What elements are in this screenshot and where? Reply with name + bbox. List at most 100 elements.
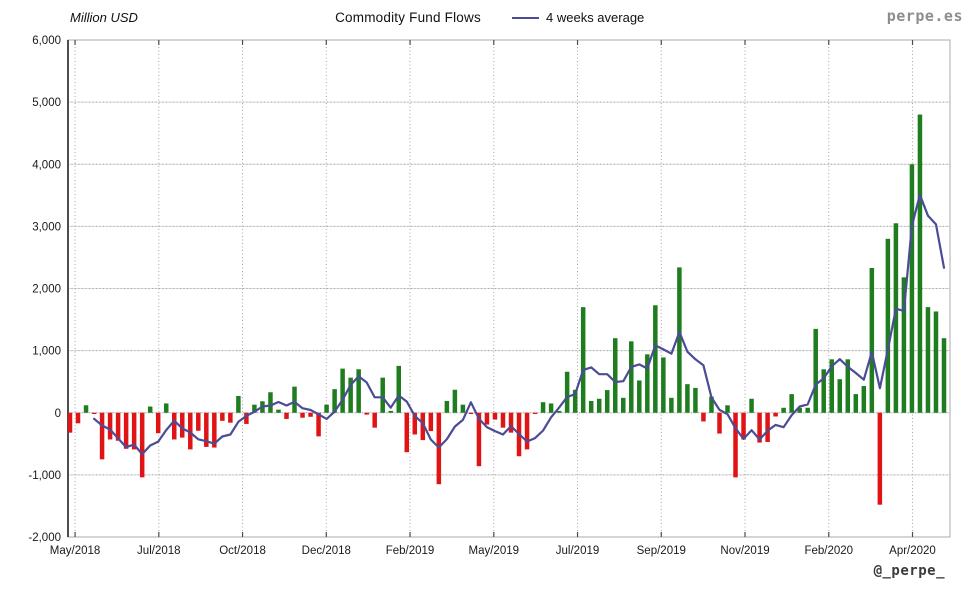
- flow-bar: [909, 164, 915, 413]
- flow-bar: [524, 412, 530, 450]
- flow-bar: [717, 412, 722, 434]
- x-tick-label: May/2018: [50, 545, 101, 557]
- flow-bar: [749, 398, 754, 413]
- flow-bar: [380, 377, 385, 413]
- flow-bar: [196, 412, 201, 431]
- flow-bar: [332, 389, 337, 413]
- y-tick-label: 1,000: [32, 346, 61, 358]
- flow-bar: [139, 412, 145, 478]
- flow-bar: [348, 377, 353, 413]
- flow-bar: [220, 412, 225, 421]
- brand-watermark: perpe.es: [886, 7, 963, 25]
- flow-bar: [316, 412, 321, 437]
- flow-bar: [685, 384, 690, 413]
- flow-bar: [252, 404, 257, 413]
- flow-bar: [147, 406, 153, 413]
- flow-bar: [308, 412, 313, 417]
- flow-bar: [460, 404, 466, 413]
- y-tick-label: -2,000: [28, 532, 61, 544]
- flow-bar: [548, 403, 554, 413]
- flow-bar: [228, 412, 233, 423]
- flow-bar: [396, 365, 401, 413]
- flow-bar: [829, 359, 834, 413]
- flow-bar: [645, 354, 650, 413]
- y-axis-unit-label: Million USD: [70, 10, 138, 25]
- flow-bar: [813, 328, 818, 413]
- flow-bar: [893, 223, 899, 413]
- flow-bar: [268, 392, 273, 413]
- flow-bar: [725, 405, 730, 413]
- flow-bar: [372, 412, 377, 428]
- flow-bar: [564, 371, 570, 413]
- flow-bar: [244, 412, 249, 424]
- flow-bar: [629, 341, 634, 413]
- flow-bar: [468, 412, 474, 414]
- flow-bar: [107, 412, 113, 440]
- flow-bar: [781, 407, 786, 413]
- flow-bar: [613, 338, 618, 413]
- flow-bar: [757, 412, 762, 443]
- flow-bar: [861, 386, 867, 413]
- y-tick-label: 4,000: [32, 159, 61, 171]
- flow-bar: [765, 412, 770, 442]
- flow-bar: [837, 379, 843, 413]
- legend: 4 weeks average: [512, 10, 644, 25]
- flow-bar: [155, 412, 161, 434]
- flow-bar: [917, 114, 923, 413]
- flow-bar: [925, 307, 931, 413]
- x-tick-label: Feb/2019: [386, 545, 435, 557]
- flow-bar: [741, 412, 746, 440]
- flow-bar: [797, 407, 802, 413]
- x-tick-label: Feb/2020: [804, 545, 853, 557]
- flow-bar: [885, 238, 891, 413]
- chart-title: Commodity Fund Flows: [335, 10, 481, 25]
- flow-bar: [412, 412, 418, 435]
- flow-bar: [661, 357, 666, 413]
- flow-bar: [83, 405, 89, 413]
- flow-bar: [588, 400, 594, 413]
- x-tick-label: Nov/2019: [720, 545, 769, 557]
- flow-bar: [67, 412, 73, 433]
- flow-bar: [444, 400, 450, 413]
- flow-bar: [540, 402, 546, 413]
- flow-bar: [604, 390, 610, 413]
- flow-bar: [300, 412, 305, 418]
- author-handle: @_perpe_: [873, 563, 945, 579]
- flow-bar: [637, 380, 642, 413]
- flow-bar: [180, 412, 185, 438]
- flow-bar: [556, 410, 562, 413]
- flow-bar: [484, 412, 490, 425]
- flow-bar: [789, 394, 794, 413]
- flow-bar: [171, 412, 177, 440]
- flow-bar: [212, 412, 217, 448]
- flow-bar: [941, 338, 947, 413]
- flow-bar: [933, 311, 939, 413]
- x-tick-label: Oct/2018: [219, 545, 266, 557]
- flow-bar: [733, 412, 738, 478]
- flow-bar: [452, 389, 458, 413]
- flow-bar: [115, 412, 121, 441]
- flow-bar: [532, 412, 538, 414]
- flow-bar: [709, 396, 714, 413]
- flow-bar: [572, 389, 578, 413]
- flow-bar: [853, 394, 859, 413]
- flow-bar: [773, 412, 778, 417]
- flow-bar: [621, 397, 626, 413]
- y-tick-label: 6,000: [32, 35, 61, 47]
- flow-bar: [901, 277, 907, 413]
- x-tick-label: May/2019: [469, 545, 520, 557]
- flow-bar: [236, 395, 241, 413]
- x-tick-label: Sep/2019: [637, 545, 686, 557]
- x-tick-label: Dec/2018: [302, 545, 351, 557]
- x-tick-label: Jul/2019: [556, 545, 599, 557]
- y-tick-label: 0: [55, 408, 61, 420]
- flow-bar: [131, 412, 137, 450]
- flow-bar: [492, 412, 498, 420]
- flow-bar: [476, 412, 482, 467]
- flow-bar: [845, 359, 851, 413]
- flow-bar: [508, 412, 514, 433]
- flow-bar: [356, 369, 361, 413]
- flow-bar: [580, 307, 586, 413]
